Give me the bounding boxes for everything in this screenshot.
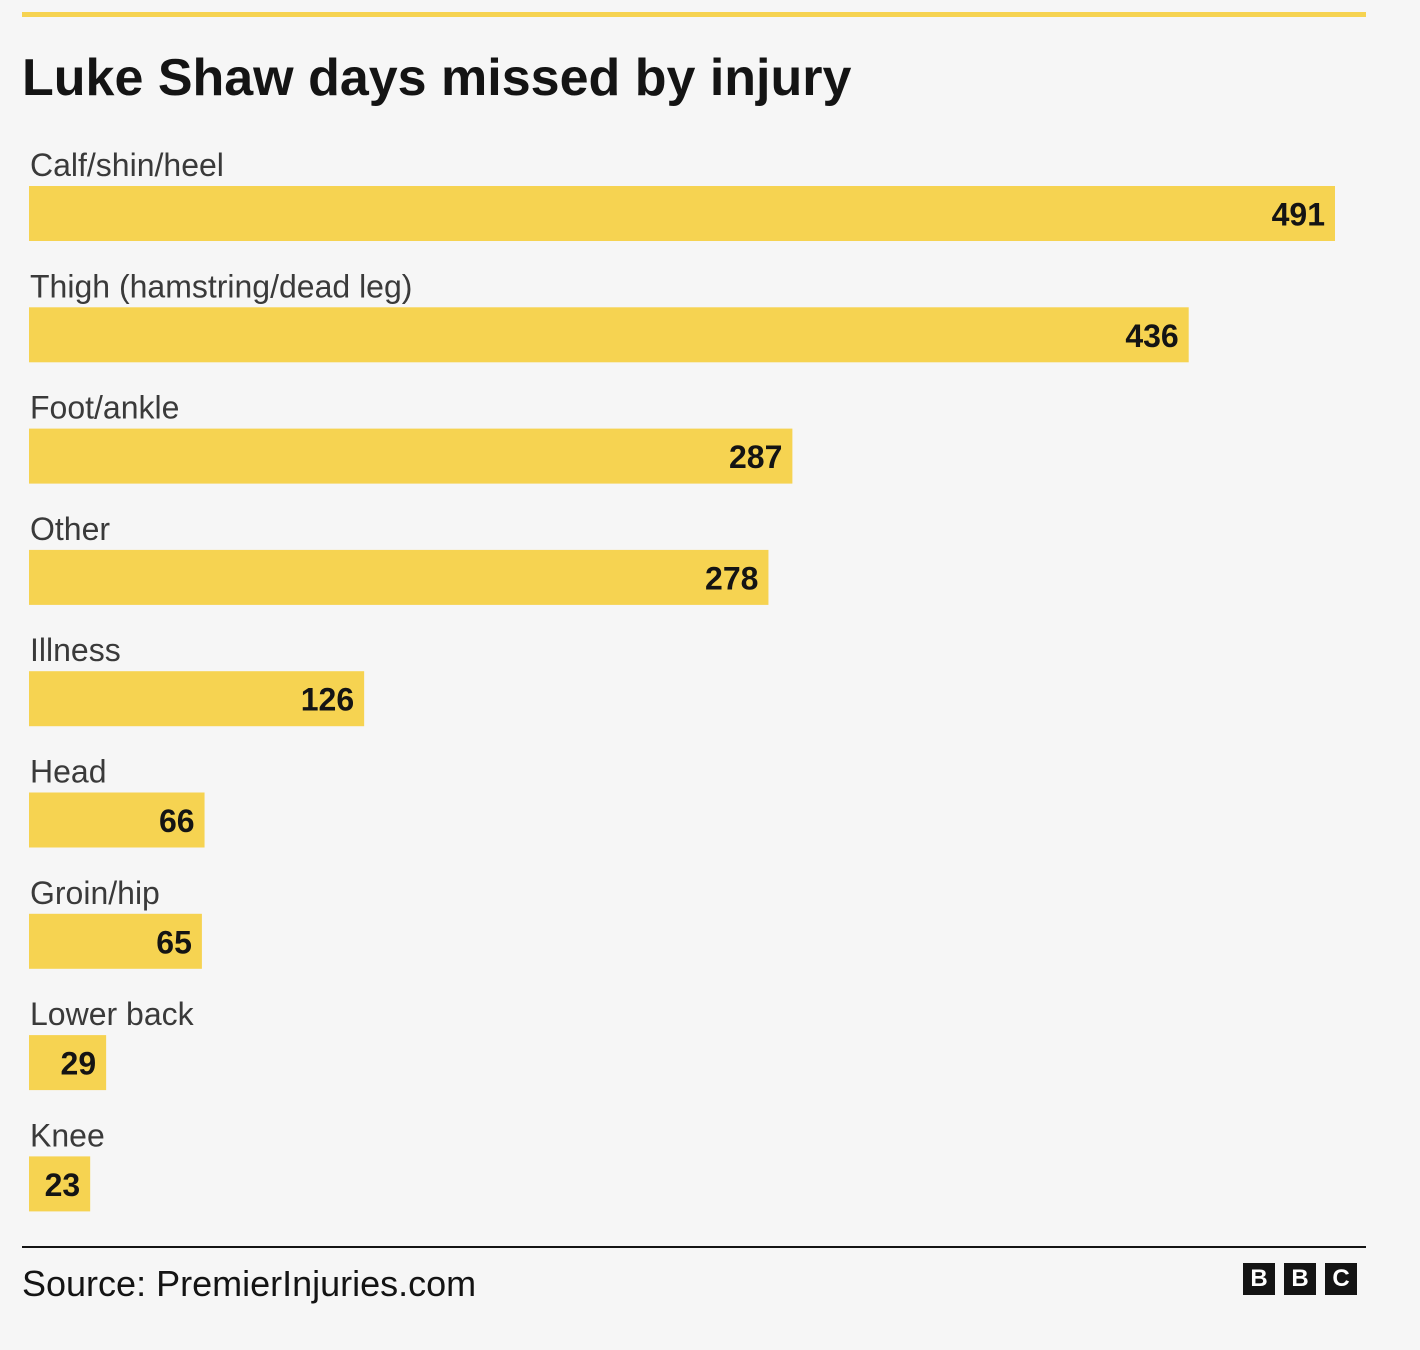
footer-rule bbox=[22, 1246, 1366, 1248]
top-accent-rule bbox=[22, 12, 1366, 17]
data-label: 23 bbox=[45, 1167, 81, 1203]
source-note: Source: PremierInjuries.com bbox=[22, 1263, 477, 1304]
category-label: Knee bbox=[30, 1117, 105, 1153]
category-label: Calf/shin/heel bbox=[30, 147, 224, 183]
bar bbox=[29, 1156, 91, 1212]
data-label: 287 bbox=[729, 439, 782, 475]
bar bbox=[29, 913, 202, 969]
category-label: Thigh (hamstring/dead leg) bbox=[30, 268, 412, 304]
data-label: 29 bbox=[61, 1046, 97, 1082]
data-label: 278 bbox=[705, 560, 758, 596]
bbc-logo-block-1: B bbox=[1243, 1263, 1275, 1295]
category-label: Foot/ankle bbox=[30, 390, 179, 426]
bar bbox=[29, 307, 1189, 363]
data-label: 436 bbox=[1125, 318, 1178, 354]
bar bbox=[29, 428, 793, 484]
data-label: 126 bbox=[301, 682, 354, 718]
bar bbox=[29, 671, 365, 727]
category-label: Illness bbox=[30, 632, 121, 668]
data-label: 66 bbox=[159, 803, 195, 839]
category-label: Lower back bbox=[30, 996, 195, 1032]
category-label: Head bbox=[30, 754, 107, 790]
data-label: 491 bbox=[1272, 197, 1325, 233]
category-label: Other bbox=[30, 511, 110, 547]
bar bbox=[29, 549, 769, 605]
data-label: 65 bbox=[156, 924, 192, 960]
bbc-logo-block-2: B bbox=[1284, 1263, 1316, 1295]
bbc-logo: B B C bbox=[1243, 1263, 1357, 1295]
chart-title: Luke Shaw days missed by injury bbox=[22, 49, 852, 107]
category-label: Groin/hip bbox=[30, 875, 160, 911]
bar bbox=[29, 186, 1335, 241]
bar-chart: Calf/shin/heel 491 Thigh (hamstring/dead l… bbox=[29, 147, 1335, 1212]
bbc-logo-block-3: C bbox=[1325, 1263, 1357, 1295]
bar bbox=[29, 792, 205, 848]
bar bbox=[29, 1035, 107, 1091]
